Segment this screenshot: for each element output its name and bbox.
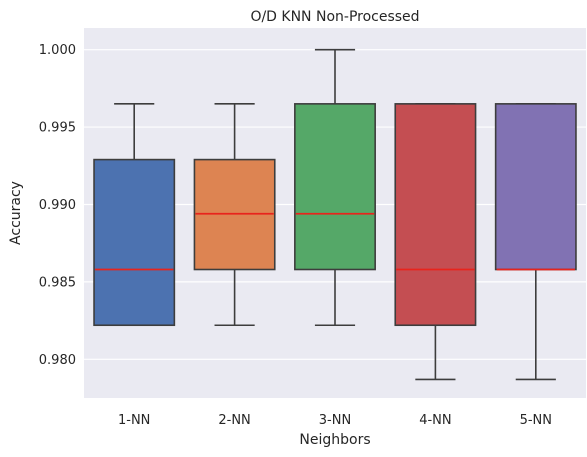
y-tick-label: 0.980 <box>39 353 76 368</box>
x-tick-label: 4-NN <box>419 413 451 428</box>
box-4-nn <box>394 103 477 381</box>
x-tick-label: 2-NN <box>218 413 250 428</box>
box-3-nn <box>294 48 376 327</box>
y-tick-label: 0.985 <box>39 275 76 290</box>
x-tick-label: 5-NN <box>520 413 552 428</box>
y-tick-label: 0.990 <box>39 198 76 213</box>
box-2-nn <box>193 103 276 327</box>
box-plots <box>93 48 577 381</box>
x-tick-label: 3-NN <box>319 413 351 428</box>
box-body <box>93 158 176 327</box>
y-tick-label: 1.000 <box>39 43 76 58</box>
box-5-nn <box>494 103 577 381</box>
y-tick-labels: 0.980 0.985 0.990 0.995 1.000 <box>39 43 76 368</box>
box-body <box>494 103 577 271</box>
y-axis-label: Accuracy <box>8 181 24 245</box>
box-body <box>294 103 376 271</box>
x-axis-label: Neighbors <box>299 432 370 448</box>
box-1-nn <box>93 103 176 327</box>
box-body <box>394 103 477 327</box>
x-tick-labels: 1-NN 2-NN 3-NN 4-NN 5-NN <box>118 413 552 428</box>
x-tick-label: 1-NN <box>118 413 150 428</box>
y-tick-label: 0.995 <box>39 121 76 136</box>
chart-title: O/D KNN Non-Processed <box>250 9 419 25</box>
